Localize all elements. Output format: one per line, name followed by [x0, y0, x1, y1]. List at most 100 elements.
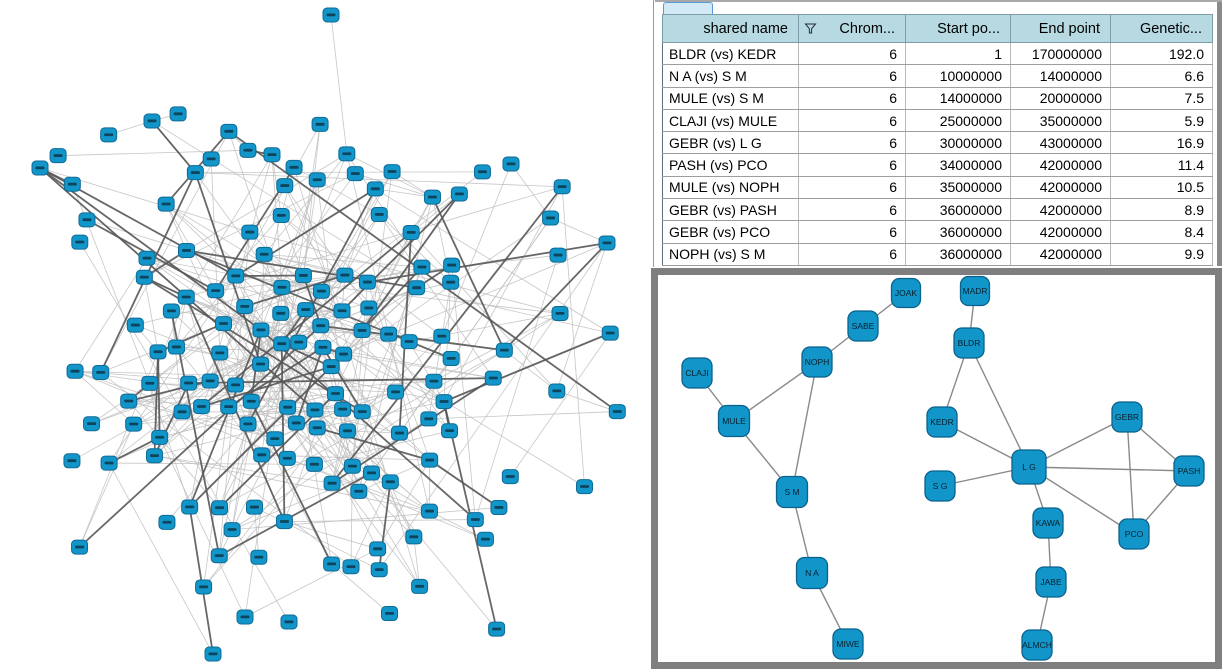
table-cell[interactable]: 25000000: [905, 109, 1011, 133]
network-node-KAWA[interactable]: [1032, 507, 1064, 539]
network-edge[interactable]: [219, 423, 249, 508]
network-edge[interactable]: [151, 120, 197, 174]
network-node-SABE[interactable]: [847, 310, 879, 342]
network-edge[interactable]: [108, 171, 483, 464]
network-edge[interactable]: [223, 323, 315, 465]
table-cell[interactable]: 30000000: [905, 131, 1011, 155]
network-edge[interactable]: [108, 462, 214, 655]
network-edge[interactable]: [235, 275, 289, 408]
network-edge[interactable]: [355, 173, 433, 198]
network-edge[interactable]: [503, 242, 608, 351]
table-cell[interactable]: 20000000: [1010, 87, 1111, 110]
table-cell[interactable]: 170000000: [1010, 42, 1111, 66]
network-edge[interactable]: [413, 536, 421, 587]
network-edge[interactable]: [344, 214, 380, 276]
splitter[interactable]: [653, 0, 654, 267]
network-edge[interactable]: [74, 257, 148, 372]
network-edge[interactable]: [154, 455, 333, 484]
table-cell[interactable]: 6: [798, 220, 906, 244]
network-edge[interactable]: [550, 217, 608, 244]
network-edge[interactable]: [186, 186, 563, 298]
table-row[interactable]: MULE (vs) S M 6 14000000 20000000 7.5: [662, 87, 1213, 110]
table-cell[interactable]: 36000000: [905, 198, 1011, 222]
network-node-KEDR[interactable]: [926, 406, 958, 438]
network-edge[interactable]: [218, 347, 324, 556]
network-edge[interactable]: [176, 275, 237, 348]
network-edge[interactable]: [274, 408, 343, 440]
network-edge[interactable]: [303, 179, 318, 276]
table-row[interactable]: MULE (vs) NOPH 6 35000000 42000000 10.5: [662, 176, 1213, 200]
network-edge[interactable]: [195, 172, 563, 188]
network-node-JABE[interactable]: [1035, 566, 1067, 598]
network-edge[interactable]: [251, 393, 336, 402]
table-cell[interactable]: 42000000: [1010, 220, 1111, 244]
network-edge[interactable]: [151, 120, 417, 289]
network-edge[interactable]: [186, 153, 348, 251]
table-cell[interactable]: 6: [798, 109, 906, 133]
table-row[interactable]: N A (vs) S M 6 10000000 14000000 6.6: [662, 64, 1213, 88]
network-node-PASH[interactable]: [1173, 455, 1205, 487]
table-cell[interactable]: 36000000: [905, 220, 1011, 244]
network-edge[interactable]: [293, 167, 420, 587]
network-edge[interactable]: [343, 353, 494, 379]
network-node-CLAJI[interactable]: [681, 357, 713, 389]
table-cell[interactable]: GEBR (vs) PASH: [662, 198, 799, 222]
network-edge[interactable]: [176, 297, 187, 348]
network-edge[interactable]: [284, 519, 476, 522]
table-cell[interactable]: 6: [798, 243, 906, 266]
network-node-GEBR[interactable]: [1111, 401, 1143, 433]
column-header-end-point[interactable]: End point: [1010, 14, 1111, 43]
table-cell[interactable]: 42000000: [1010, 153, 1111, 177]
network-edge[interactable]: [281, 275, 304, 344]
table-cell[interactable]: 14000000: [1010, 64, 1111, 88]
network-edge[interactable]: [260, 329, 476, 521]
network-node-MULE[interactable]: [717, 404, 751, 438]
table-cell[interactable]: GEBR (vs) L G: [662, 131, 799, 155]
network-edge[interactable]: [39, 167, 262, 331]
network-edge[interactable]: [408, 341, 445, 402]
network-edge[interactable]: [556, 390, 618, 412]
table-row[interactable]: PASH (vs) PCO 6 34000000 42000000 11.4: [662, 153, 1213, 177]
network-edge[interactable]: [429, 459, 500, 509]
network-node-L G[interactable]: [1011, 449, 1047, 485]
network-edge[interactable]: [189, 366, 332, 508]
table-row[interactable]: NOPH (vs) S M 6 36000000 42000000 9.9: [662, 243, 1213, 266]
network-node-ALMCH[interactable]: [1021, 629, 1053, 661]
network-edge[interactable]: [58, 149, 248, 157]
network-edge[interactable]: [509, 332, 611, 477]
table-cell[interactable]: 35000000: [905, 176, 1011, 200]
table-cell[interactable]: 16.9: [1110, 131, 1213, 155]
network-edge[interactable]: [316, 426, 430, 462]
network-edge-BLDR-L G[interactable]: [968, 342, 1030, 468]
table-cell[interactable]: 6: [798, 42, 906, 66]
table-cell[interactable]: 11.4: [1110, 153, 1213, 177]
table-cell[interactable]: 6: [798, 87, 906, 110]
table-cell[interactable]: 6: [798, 153, 906, 177]
table-cell[interactable]: 9.9: [1110, 243, 1213, 266]
network-node-BLDR[interactable]: [953, 327, 985, 359]
network-edge[interactable]: [228, 406, 297, 424]
network-edge[interactable]: [218, 472, 372, 557]
table-cell[interactable]: 192.0: [1110, 42, 1213, 66]
panel-tab[interactable]: [663, 2, 713, 14]
network-edge[interactable]: [322, 346, 363, 413]
table-row[interactable]: GEBR (vs) PCO 6 36000000 42000000 8.4: [662, 220, 1213, 244]
network-node-MADR[interactable]: [959, 275, 991, 307]
network-edge[interactable]: [231, 423, 249, 530]
network-edge[interactable]: [302, 275, 322, 327]
network-edge[interactable]: [431, 196, 506, 351]
table-cell[interactable]: 6.6: [1110, 64, 1213, 88]
table-cell[interactable]: 34000000: [905, 153, 1011, 177]
network-edge-L G-PASH[interactable]: [1028, 466, 1190, 472]
network-edge[interactable]: [451, 265, 476, 520]
network-edge[interactable]: [74, 370, 134, 425]
filtered-network-canvas[interactable]: JOAK SABE NOPH CLAJI MULE S M N A MIWE MADR BLDR K…: [658, 275, 1215, 662]
table-cell[interactable]: 36000000: [905, 243, 1011, 266]
network-edge[interactable]: [78, 325, 322, 548]
network-edge-GEBR-PCO[interactable]: [1126, 416, 1135, 535]
network-edge[interactable]: [284, 185, 343, 311]
table-cell[interactable]: 42000000: [1010, 176, 1111, 200]
network-edge[interactable]: [281, 287, 300, 343]
table-cell[interactable]: 35000000: [1010, 109, 1111, 133]
table-row[interactable]: BLDR (vs) KEDR 6 1 170000000 192.0: [662, 42, 1213, 66]
